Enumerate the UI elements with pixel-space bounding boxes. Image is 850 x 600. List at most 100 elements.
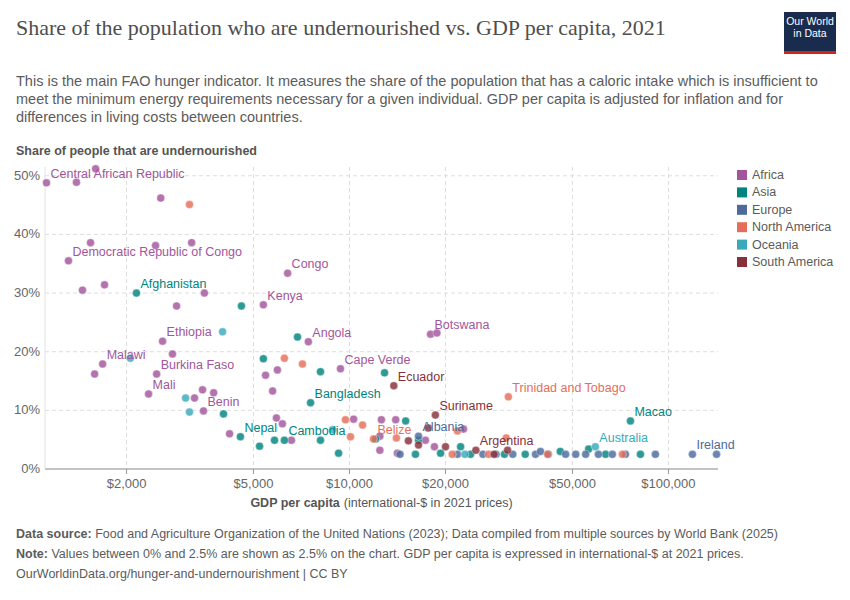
- point: [307, 399, 315, 407]
- point: [442, 443, 450, 451]
- point: [273, 366, 281, 374]
- point: [591, 443, 599, 451]
- point: [145, 390, 153, 398]
- x-tick-label: $100,000: [641, 476, 695, 491]
- point: [159, 337, 167, 345]
- legend-label: Europe: [752, 203, 792, 217]
- y-axis-line: [45, 167, 46, 469]
- title: Share of the population who are undernou…: [16, 14, 676, 41]
- point: [190, 394, 198, 402]
- point-label: Benin: [207, 395, 239, 409]
- point: [404, 437, 412, 445]
- x-tick-label: $10,000: [326, 476, 373, 491]
- point-label: Albania: [423, 420, 465, 434]
- point: [431, 411, 439, 419]
- point: [457, 443, 465, 451]
- point-label: Trinidad and Tobago: [512, 381, 625, 395]
- point: [185, 201, 193, 209]
- point: [236, 433, 244, 441]
- point: [521, 450, 529, 458]
- point: [415, 441, 423, 449]
- point: [688, 450, 696, 458]
- legend-label: Oceania: [752, 238, 799, 252]
- footer-text: OurWorldinData.org/hunger-and-undernouri…: [16, 567, 348, 581]
- point-label: Suriname: [439, 399, 493, 413]
- point-label: Malawi: [107, 348, 146, 362]
- point: [78, 286, 86, 294]
- point: [304, 338, 312, 346]
- point: [64, 257, 72, 265]
- point: [335, 449, 343, 457]
- point: [350, 415, 358, 423]
- point-label: Cape Verde: [344, 353, 410, 367]
- logo: Our World in Data: [784, 12, 836, 54]
- footer-label: Data source:: [16, 527, 92, 541]
- point: [594, 450, 602, 458]
- point: [219, 328, 227, 336]
- y-tick-label: 50%: [14, 168, 40, 183]
- y-grid-line: [45, 469, 718, 470]
- point-label: Democratic Republic of Congo: [72, 245, 242, 259]
- x-grid-line: [668, 167, 669, 469]
- point-label: Mali: [153, 378, 176, 392]
- point: [359, 421, 367, 429]
- point: [448, 450, 456, 458]
- x-tick: [572, 469, 573, 474]
- x-grid-line: [349, 167, 350, 469]
- point-label: Bangladesh: [315, 387, 381, 401]
- point-label: Macao: [634, 405, 672, 419]
- point: [298, 360, 306, 368]
- point-label: Kenya: [267, 289, 302, 303]
- y-axis-label: Share of people that are undernourished: [16, 144, 257, 158]
- point: [182, 394, 190, 402]
- y-tick-label: 30%: [14, 285, 40, 300]
- point: [284, 269, 292, 277]
- point: [259, 301, 267, 309]
- point-label: Botswana: [435, 318, 490, 332]
- point: [608, 450, 616, 458]
- point: [259, 355, 267, 363]
- point: [346, 433, 354, 441]
- x-tick-label: $50,000: [549, 476, 596, 491]
- x-tick-label: $2,000: [107, 476, 147, 491]
- footer-line: Note: Values between 0% and 2.5% are sho…: [16, 547, 744, 561]
- point-label: Australia: [599, 431, 648, 445]
- legend-label: North America: [752, 220, 831, 234]
- point-label: Central African Republic: [50, 167, 184, 181]
- point: [396, 450, 404, 458]
- point: [572, 450, 580, 458]
- point: [390, 382, 398, 390]
- x-axis-unit: (international-$ in 2021 prices): [344, 496, 513, 510]
- point: [504, 393, 512, 401]
- legend-swatch: [737, 170, 747, 180]
- point: [582, 450, 590, 458]
- point: [101, 281, 109, 289]
- point: [636, 450, 644, 458]
- y-grid-line: [45, 234, 718, 235]
- footer-line: Data source: Food and Agriculture Organi…: [16, 527, 778, 541]
- subtitle: This is the main FAO hunger indicator. I…: [16, 72, 826, 126]
- point: [544, 450, 552, 458]
- legend: AfricaAsiaEuropeNorth AmericaOceaniaSout…: [737, 168, 833, 269]
- point: [226, 430, 234, 438]
- footer-line: OurWorldinData.org/hunger-and-undernouri…: [16, 567, 348, 581]
- y-tick-label: 0%: [21, 461, 40, 476]
- footer-label: Note:: [16, 547, 48, 561]
- y-grid-line: [45, 293, 718, 294]
- point: [490, 450, 498, 458]
- point-label: Ireland: [696, 438, 734, 452]
- point: [153, 370, 161, 378]
- legend-swatch: [737, 257, 747, 267]
- point-label: Nepal: [244, 421, 277, 435]
- legend-swatch: [737, 205, 747, 215]
- grid: [45, 167, 718, 469]
- point-label: Afghanistan: [140, 277, 206, 291]
- point: [293, 333, 301, 341]
- y-tick-label: 40%: [14, 226, 40, 241]
- point: [415, 432, 423, 440]
- legend-swatch: [737, 240, 747, 250]
- point: [173, 302, 181, 310]
- y-tick-label: 10%: [14, 402, 40, 417]
- point: [437, 449, 445, 457]
- point-label: Argentina: [480, 434, 534, 448]
